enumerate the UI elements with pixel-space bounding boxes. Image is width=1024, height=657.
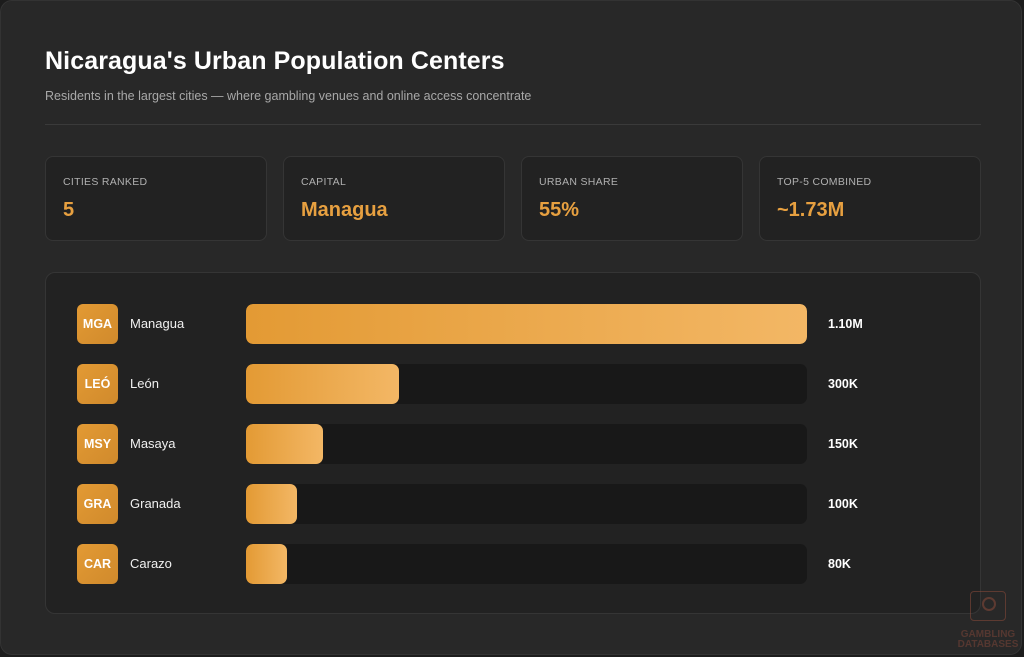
data-label: 1.10M — [828, 317, 863, 331]
bar-track — [246, 484, 807, 524]
stat-value: Managua — [301, 199, 388, 221]
bar-row: MGA Managua 1.10M — [46, 304, 982, 344]
stat-label: TOP-5 COMBINED — [777, 176, 872, 188]
stat-label: URBAN SHARE — [539, 176, 619, 188]
header-divider — [45, 124, 981, 125]
data-label: 80K — [828, 557, 851, 571]
stat-label: CAPITAL — [301, 176, 347, 188]
bar — [246, 544, 287, 584]
stat-card-top5-combined: TOP-5 COMBINED ~1.73M — [759, 156, 981, 241]
bar-track — [246, 304, 807, 344]
stat-value: 5 — [63, 199, 75, 221]
city-code-badge: MGA — [77, 304, 118, 344]
bar — [246, 364, 399, 404]
bar — [246, 424, 323, 464]
city-code-badge: CAR — [77, 544, 118, 584]
stat-card-urban-share: URBAN SHARE 55% — [521, 156, 743, 241]
stat-label: CITIES RANKED — [63, 176, 148, 188]
bar-chart-panel: MGA Managua 1.10M LEÓ León 300K MSY Masaya 150K G… — [45, 272, 981, 614]
bar — [246, 304, 807, 344]
city-code-badge: GRA — [77, 484, 118, 524]
bar-row: GRA Granada 100K — [46, 484, 982, 524]
bar-track — [246, 424, 807, 464]
page-subtitle: Residents in the largest cities — where … — [45, 89, 532, 103]
category-label: Masaya — [130, 436, 176, 451]
bar-row: CAR Carazo 80K — [46, 544, 982, 584]
bar — [246, 484, 297, 524]
data-label: 100K — [828, 497, 858, 511]
data-label: 300K — [828, 377, 858, 391]
stat-card-cities-ranked: CITIES RANKED 5 — [45, 156, 267, 241]
data-label: 150K — [828, 437, 858, 451]
watermark-logo: GAMBLING DATABASES — [952, 590, 1024, 656]
city-code-badge: LEÓ — [77, 364, 118, 404]
stat-value: 55% — [539, 199, 580, 221]
poker-chip-icon — [970, 591, 1006, 621]
watermark-text: GAMBLING DATABASES — [957, 629, 1019, 650]
city-code-badge: MSY — [77, 424, 118, 464]
category-label: León — [130, 376, 159, 391]
category-label: Granada — [130, 496, 181, 511]
category-label: Carazo — [130, 556, 172, 571]
stat-value: ~1.73M — [777, 199, 845, 221]
stat-card-capital: CAPITAL Managua — [283, 156, 505, 241]
bar-track — [246, 544, 807, 584]
bar-track — [246, 364, 807, 404]
bar-row: LEÓ León 300K — [46, 364, 982, 404]
bar-row: MSY Masaya 150K — [46, 424, 982, 464]
page-title: Nicaragua's Urban Population Centers — [45, 47, 505, 75]
category-label: Managua — [130, 316, 185, 331]
